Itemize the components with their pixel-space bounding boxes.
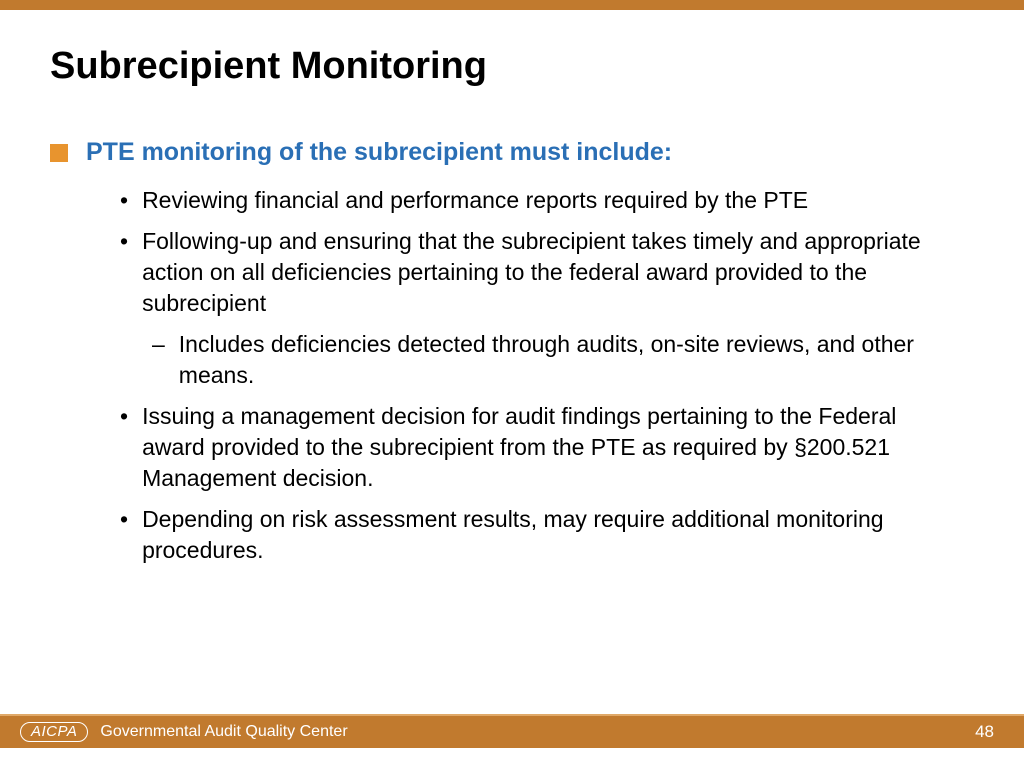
list-item: • Following-up and ensuring that the sub… xyxy=(120,226,944,319)
footer-left: AICPA Governmental Audit Quality Center xyxy=(20,722,348,742)
footer-text: Governmental Audit Quality Center xyxy=(100,723,347,741)
list-item: • Reviewing financial and performance re… xyxy=(120,185,944,216)
top-accent-bar xyxy=(0,0,1024,10)
bullet-dot-icon: • xyxy=(120,401,128,494)
list-item-text: Includes deficiencies detected through a… xyxy=(179,329,944,391)
heading-row: PTE monitoring of the subrecipient must … xyxy=(50,138,974,167)
list-item-text: Depending on risk assessment results, ma… xyxy=(142,504,944,566)
aicpa-logo: AICPA xyxy=(20,722,88,742)
bullet-dot-icon: • xyxy=(120,185,128,216)
slide-footer: AICPA Governmental Audit Quality Center … xyxy=(0,714,1024,748)
section-heading: PTE monitoring of the subrecipient must … xyxy=(86,138,672,167)
slide-title: Subrecipient Monitoring xyxy=(50,45,974,88)
list-item: • Issuing a management decision for audi… xyxy=(120,401,944,494)
square-bullet-icon xyxy=(50,144,68,162)
list-item-text: Following-up and ensuring that the subre… xyxy=(142,226,944,319)
bullet-list: • Reviewing financial and performance re… xyxy=(120,185,974,567)
page-number: 48 xyxy=(975,722,994,742)
footer-bar: AICPA Governmental Audit Quality Center … xyxy=(0,714,1024,748)
slide-content: Subrecipient Monitoring PTE monitoring o… xyxy=(0,10,1024,567)
list-item: • Depending on risk assessment results, … xyxy=(120,504,944,566)
list-item-text: Issuing a management decision for audit … xyxy=(142,401,944,494)
list-item-text: Reviewing financial and performance repo… xyxy=(142,185,808,216)
bullet-dot-icon: • xyxy=(120,504,128,566)
dash-icon: – xyxy=(152,329,165,391)
sub-list-item: – Includes deficiencies detected through… xyxy=(152,329,944,391)
bullet-dot-icon: • xyxy=(120,226,128,319)
